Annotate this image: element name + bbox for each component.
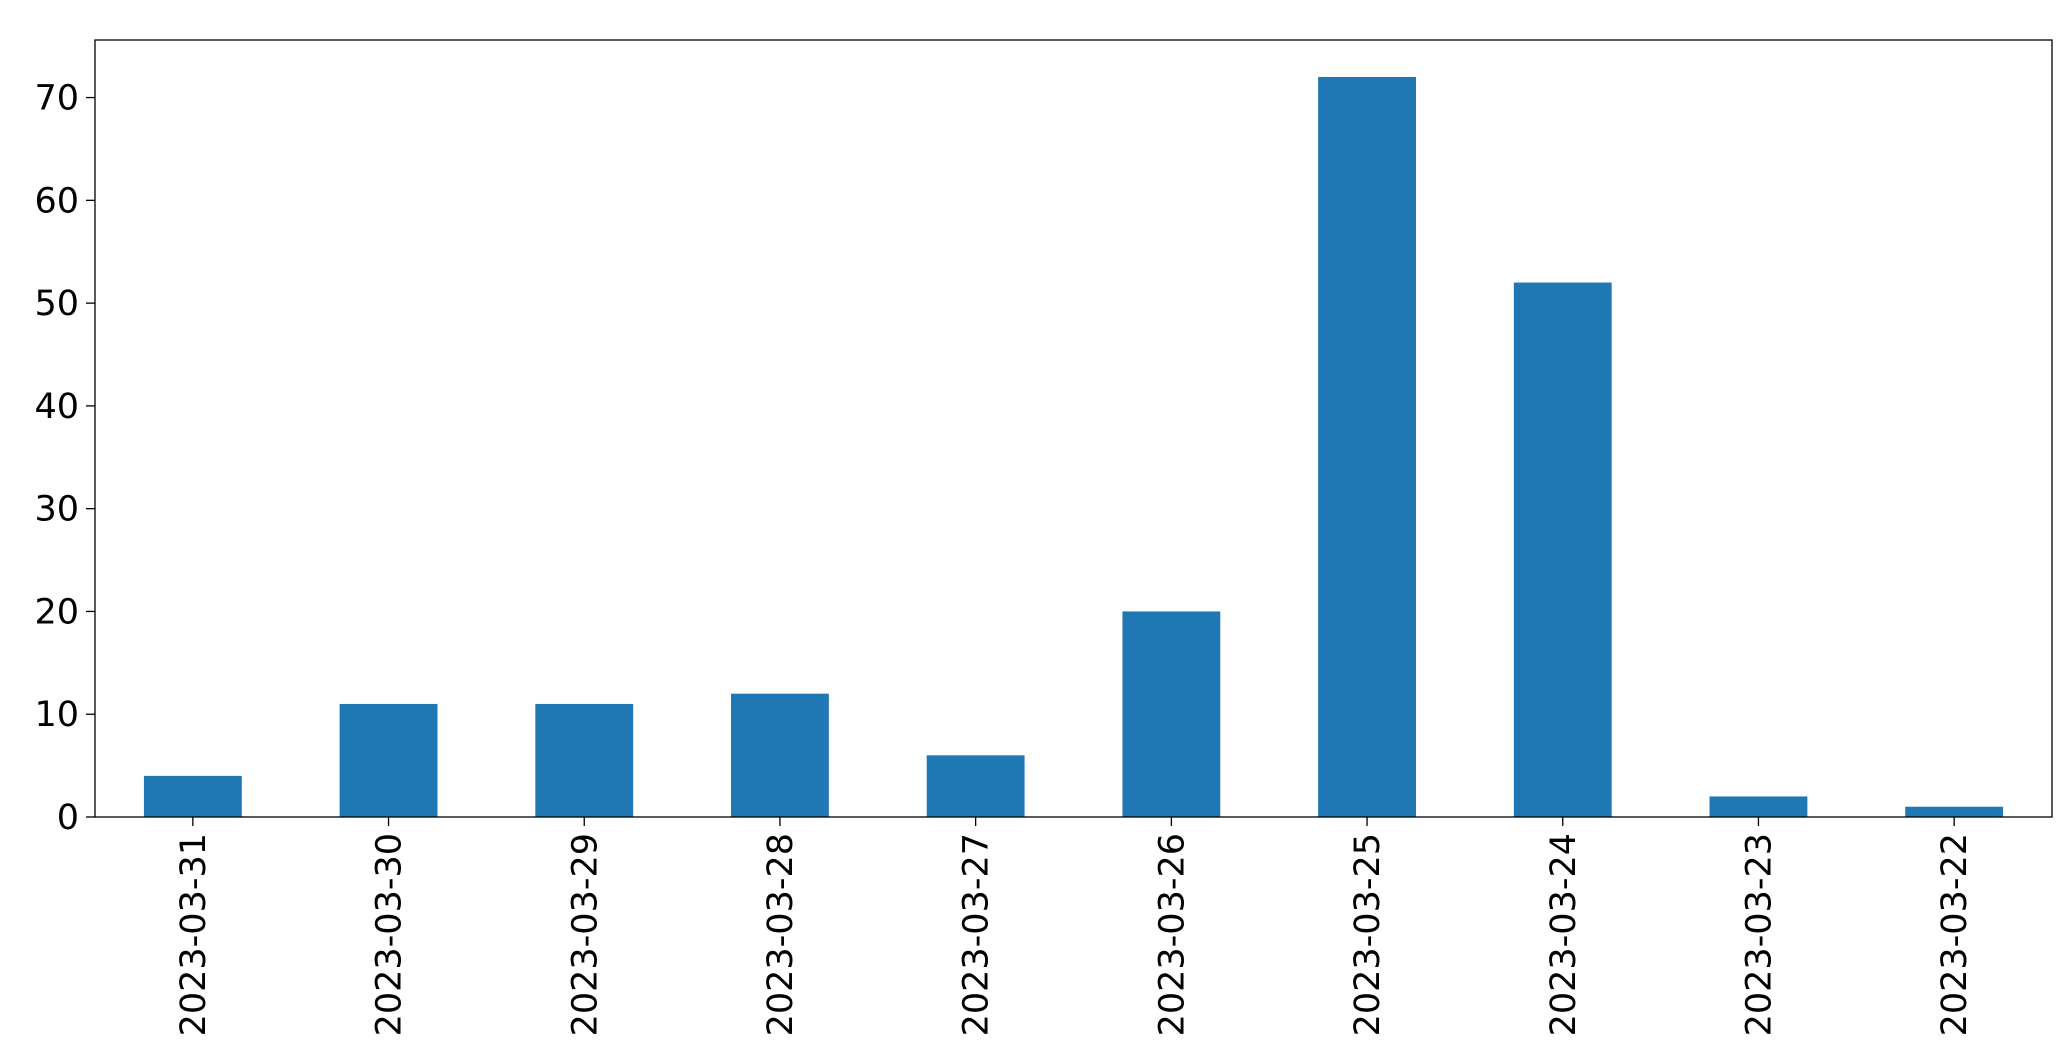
bar [339,703,438,817]
y-tick-label: 40 [34,387,79,427]
bar [1318,77,1416,817]
bar [731,693,829,817]
bar [143,775,242,817]
y-tick-label: 20 [34,592,79,632]
bar [1709,796,1808,817]
plot-frame [94,39,2053,818]
bar [1513,282,1612,817]
bar [535,703,634,817]
bar [926,755,1025,817]
x-tick-label: 2023-03-29 [565,833,605,1036]
y-tick-label: 60 [34,181,79,221]
y-tick-label: 10 [34,695,79,735]
x-tick-label: 2023-03-22 [1935,833,1975,1036]
y-tick-label: 30 [34,490,79,530]
bar [1905,806,2004,817]
y-tick-label: 50 [34,284,79,324]
x-tick-label: 2023-03-27 [957,833,997,1036]
x-tick-label: 2023-03-24 [1544,833,1584,1036]
x-tick-label: 2023-03-23 [1739,833,1779,1036]
y-tick-label: 70 [34,79,79,119]
y-tick-label: 0 [57,798,79,838]
x-tick-label: 2023-03-26 [1152,833,1192,1036]
x-tick-label: 2023-03-28 [761,833,801,1036]
x-tick-label: 2023-03-30 [370,833,410,1036]
x-tick-label: 2023-03-31 [174,833,214,1036]
bar [1122,611,1221,817]
x-tick-label: 2023-03-25 [1348,833,1388,1036]
